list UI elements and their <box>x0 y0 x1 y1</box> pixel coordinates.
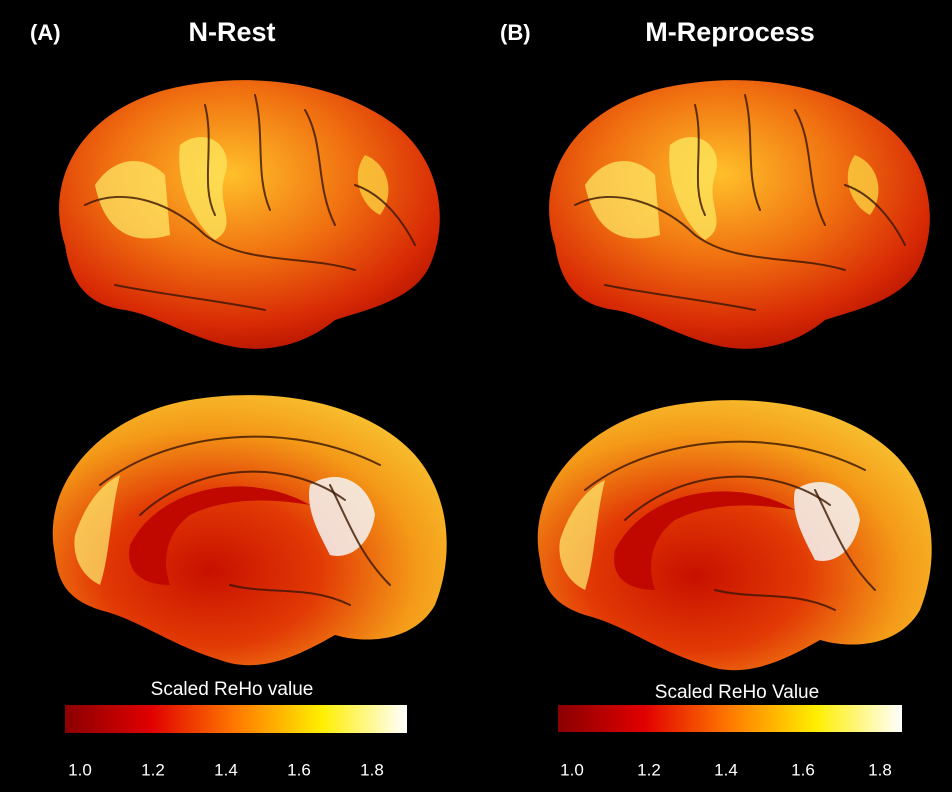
panel-title: N-Rest <box>188 17 275 47</box>
colorbar-tick-label: 1.2 <box>141 760 165 779</box>
colorbar-tick-label: 1.4 <box>714 760 738 779</box>
colorbar-tick-label: 1.2 <box>637 760 661 779</box>
colorbar-tick-label: 1.0 <box>560 760 584 779</box>
panel-title: M-Reprocess <box>645 17 815 47</box>
colorbar-ticks: 1.0 1.2 1.4 1.6 1.8 <box>560 760 892 779</box>
colorbar-ticks: 1.0 1.2 1.4 1.6 1.8 <box>68 760 384 779</box>
colorbar-tick-label: 1.6 <box>791 760 815 779</box>
lateral-brain <box>549 80 930 349</box>
medial-brain <box>53 395 447 665</box>
colorbar-tick-label: 1.0 <box>68 760 92 779</box>
panel-label: (A) <box>30 20 61 45</box>
colorbar <box>65 705 407 733</box>
colorbar-tick-label: 1.6 <box>287 760 311 779</box>
colorbar-title: Scaled ReHo Value <box>655 682 819 703</box>
colorbar-tick-label: 1.4 <box>214 760 238 779</box>
lateral-brain <box>59 80 440 349</box>
colorbar-title: Scaled ReHo value <box>151 679 314 700</box>
medial-brain <box>538 400 932 670</box>
colorbar-tick-label: 1.8 <box>360 760 384 779</box>
figure: (A) N-Rest Scaled ReHo value 1.01.21.41.… <box>0 0 952 792</box>
panel-label: (B) <box>500 20 531 45</box>
colorbar-tick-label: 1.8 <box>868 760 892 779</box>
colorbar <box>558 705 902 732</box>
panel-b: (B) M-Reprocess Scaled ReHo Value 1.0 1.2… <box>500 17 932 779</box>
